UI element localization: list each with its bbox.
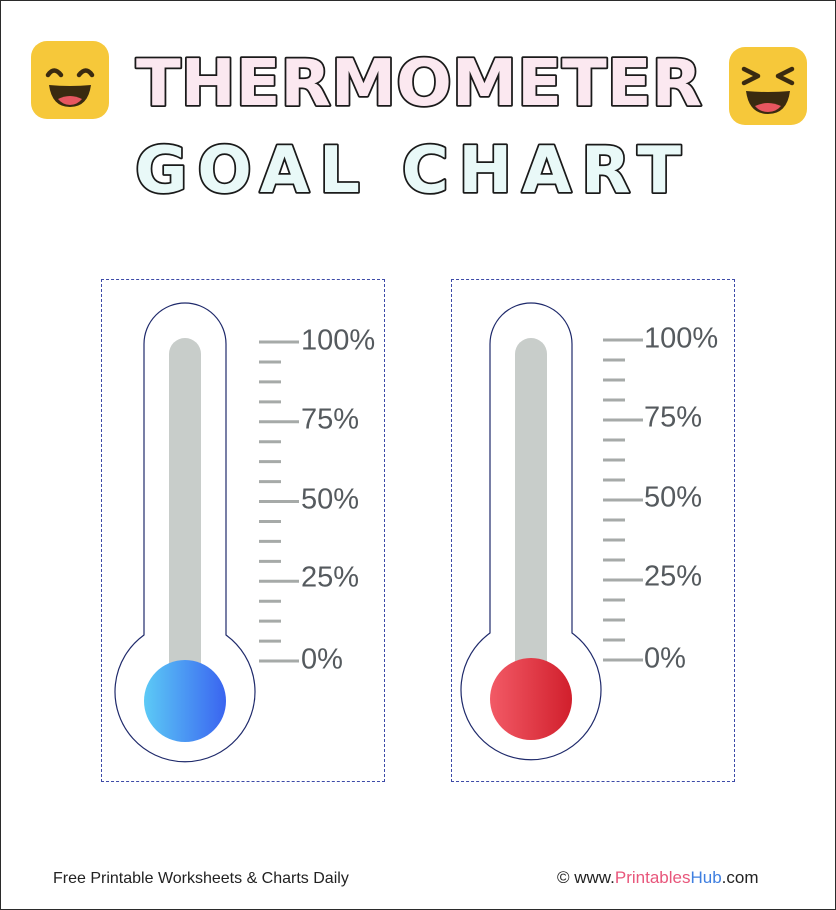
scale-label: 75% [644, 402, 702, 434]
brand-printables: Printables [614, 868, 691, 887]
scale-label: 0% [301, 644, 343, 676]
squinting-face-icon [729, 47, 807, 125]
scale-label: 100% [644, 323, 718, 355]
brand-hub: Hub [690, 868, 722, 887]
title-block: THERMOMETER GOAL CHART [133, 45, 704, 210]
title-line-2: GOAL CHART [135, 134, 681, 208]
copyright-prefix: © www. [557, 868, 615, 887]
grinning-face-icon [31, 41, 109, 119]
thermometer-tube [169, 338, 201, 701]
scale-label: 100% [301, 325, 375, 357]
thermometer-frame-red [451, 279, 735, 782]
footer-website[interactable]: © www.PrintablesHub.com [557, 868, 759, 888]
scale-label: 25% [644, 561, 702, 593]
domain-suffix: .com [721, 868, 759, 887]
scale-label: 0% [644, 643, 686, 675]
thermometer-frame-blue [101, 279, 385, 782]
footer-tagline: Free Printable Worksheets & Charts Daily [53, 870, 349, 887]
scale-label: 75% [301, 404, 359, 436]
thermometer-bulb [144, 660, 226, 742]
thermometer-tube [515, 338, 547, 699]
scale-label: 50% [644, 482, 702, 514]
thermometer-bulb [490, 658, 572, 740]
scale-label: 50% [301, 484, 359, 516]
scale-label: 25% [301, 562, 359, 594]
title-line-1: THERMOMETER [136, 47, 702, 121]
